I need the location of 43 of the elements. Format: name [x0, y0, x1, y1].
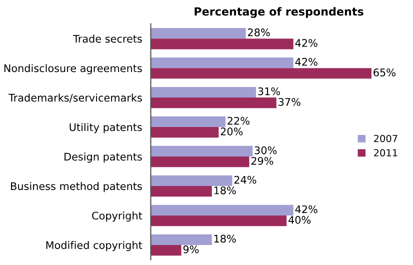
y-tick-label: Trade secrets	[73, 34, 142, 43]
bar	[150, 86, 256, 98]
bar	[150, 38, 294, 50]
y-tick-label: Copyright	[92, 212, 142, 222]
bar	[150, 234, 212, 245]
data-label: 37%	[278, 98, 300, 106]
bar	[150, 186, 212, 197]
bar	[150, 244, 182, 256]
legend-label: 2011	[374, 149, 398, 156]
bar	[150, 116, 226, 128]
data-label: 65%	[374, 68, 396, 76]
data-label: 29%	[251, 156, 274, 165]
data-label: 40%	[288, 216, 311, 224]
y-tick-label: Nondisclosure agreements	[4, 64, 142, 74]
y-tick-label: Design patents	[64, 152, 142, 163]
data-label: 20%	[220, 127, 243, 136]
bar	[150, 127, 219, 138]
data-label: 24%	[234, 176, 256, 184]
bar	[150, 146, 253, 157]
data-label: 22%	[228, 116, 250, 125]
y-tick-label: Business method patents	[11, 182, 142, 192]
data-label: 31%	[258, 87, 280, 96]
data-label: 42%	[295, 205, 318, 214]
bar	[150, 57, 294, 68]
bar	[150, 204, 294, 216]
data-label: 42%	[295, 39, 318, 47]
bar	[150, 98, 276, 108]
data-label: 30%	[254, 146, 277, 154]
legend-label: 2007	[374, 134, 398, 142]
bar	[150, 156, 250, 168]
bar	[150, 28, 246, 39]
bar	[150, 215, 287, 226]
data-label: 42%	[295, 58, 318, 66]
y-tick-label: Modified copyright	[46, 241, 142, 252]
data-label: 9%	[183, 245, 199, 254]
bar	[150, 175, 232, 186]
data-label: 28%	[248, 28, 270, 36]
y-tick-label: Utility patents	[70, 123, 142, 134]
data-label: 18%	[214, 186, 236, 194]
chart-title: Percentage of respondents	[194, 7, 364, 18]
y-tick-label: Trademarks/servicemarks	[8, 94, 142, 102]
bar	[150, 68, 372, 79]
data-label: 18%	[214, 234, 236, 243]
